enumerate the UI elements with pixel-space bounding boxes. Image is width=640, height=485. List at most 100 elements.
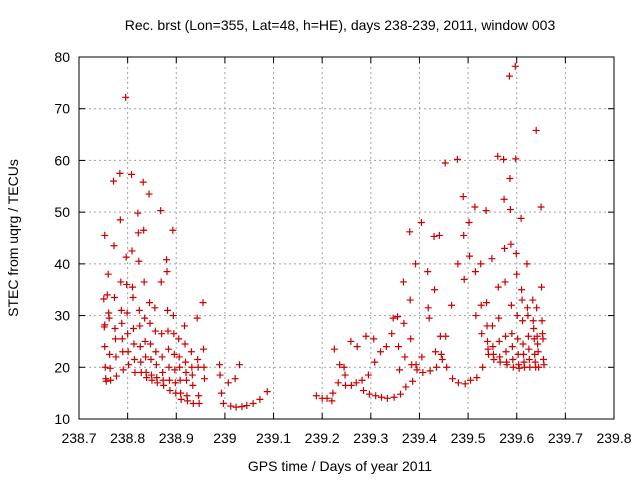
data-point [112,353,120,361]
x-tick-label: 238.8 [110,430,145,446]
data-point [165,363,173,371]
data-point [514,335,522,343]
data-point [517,214,525,222]
data-point [177,389,185,397]
data-point [382,343,390,351]
data-point [340,363,348,371]
data-point [101,231,109,239]
data-point [219,399,227,407]
data-point [187,348,195,356]
data-point [471,268,479,276]
data-point [336,361,344,369]
data-point [417,218,425,226]
data-point [537,203,545,211]
data-point [330,345,338,353]
data-point [407,335,415,343]
data-point [500,155,508,163]
data-point [523,260,531,268]
data-point [441,159,449,167]
data-point [508,343,516,351]
data-point [171,379,179,387]
x-tick-label: 239.6 [499,430,534,446]
data-point [175,353,183,361]
data-point [529,296,537,304]
y-tick-label: 60 [54,152,70,168]
data-point [328,397,336,405]
axis-ticks [78,56,615,420]
data-point [352,379,360,387]
data-point [371,358,379,366]
data-point [129,325,137,332]
data-point [395,343,403,351]
data-point [467,376,475,384]
data-point [506,206,514,214]
data-point [136,322,144,330]
data-point [495,314,503,322]
data-point [171,366,179,374]
data-point [494,152,502,160]
data-point [535,363,543,371]
data-point [170,330,178,338]
data-point [136,343,144,351]
data-point [129,293,137,301]
data-point [509,363,517,371]
data-point [534,348,542,356]
y-axis-label: STEC from uqrg / TECUs [5,159,21,317]
data-point [106,364,114,372]
data-point [460,275,468,283]
data-point [473,374,481,382]
data-point [200,363,208,371]
data-point [231,375,239,383]
data-point [477,301,485,309]
data-point [216,371,224,379]
data-points [100,62,548,411]
data-point [533,304,541,312]
data-point [181,322,189,330]
data-point [145,190,153,198]
data-point [122,93,130,101]
data-point [143,374,151,382]
data-point [471,203,479,211]
plot-frame [78,56,615,420]
data-point [175,335,183,343]
data-point [511,62,519,70]
data-point [513,312,521,320]
data-point [105,314,113,322]
data-point [419,368,427,376]
data-point [459,193,467,201]
data-point [189,381,197,389]
data-point [169,226,177,234]
y-tick-label: 10 [54,411,70,427]
data-point [166,387,174,395]
data-point [329,389,337,397]
data-point [200,375,208,383]
data-point [466,252,474,260]
data-point [524,332,532,340]
data-point [540,361,548,369]
data-point [218,389,226,397]
data-point [424,268,432,276]
data-point [472,312,480,320]
data-point [159,368,167,376]
data-point [216,361,224,369]
data-point [401,353,409,361]
data-point [163,256,171,264]
data-point [164,345,172,353]
data-point [111,335,119,343]
data-point [506,175,514,183]
data-point [199,299,207,307]
data-point [519,317,527,325]
data-point [101,343,109,351]
data-point [507,240,515,248]
data-point [502,348,510,356]
data-point [378,393,386,401]
data-point [151,327,159,335]
data-point [101,363,109,371]
tick-labels: 238.7 238.8 238.9 239 239.1 239.2 239.3 239.4 23… [54,49,631,446]
data-point [507,301,515,309]
data-point [139,178,147,186]
data-point [200,345,208,353]
data-point [539,335,547,343]
data-point [518,286,526,294]
